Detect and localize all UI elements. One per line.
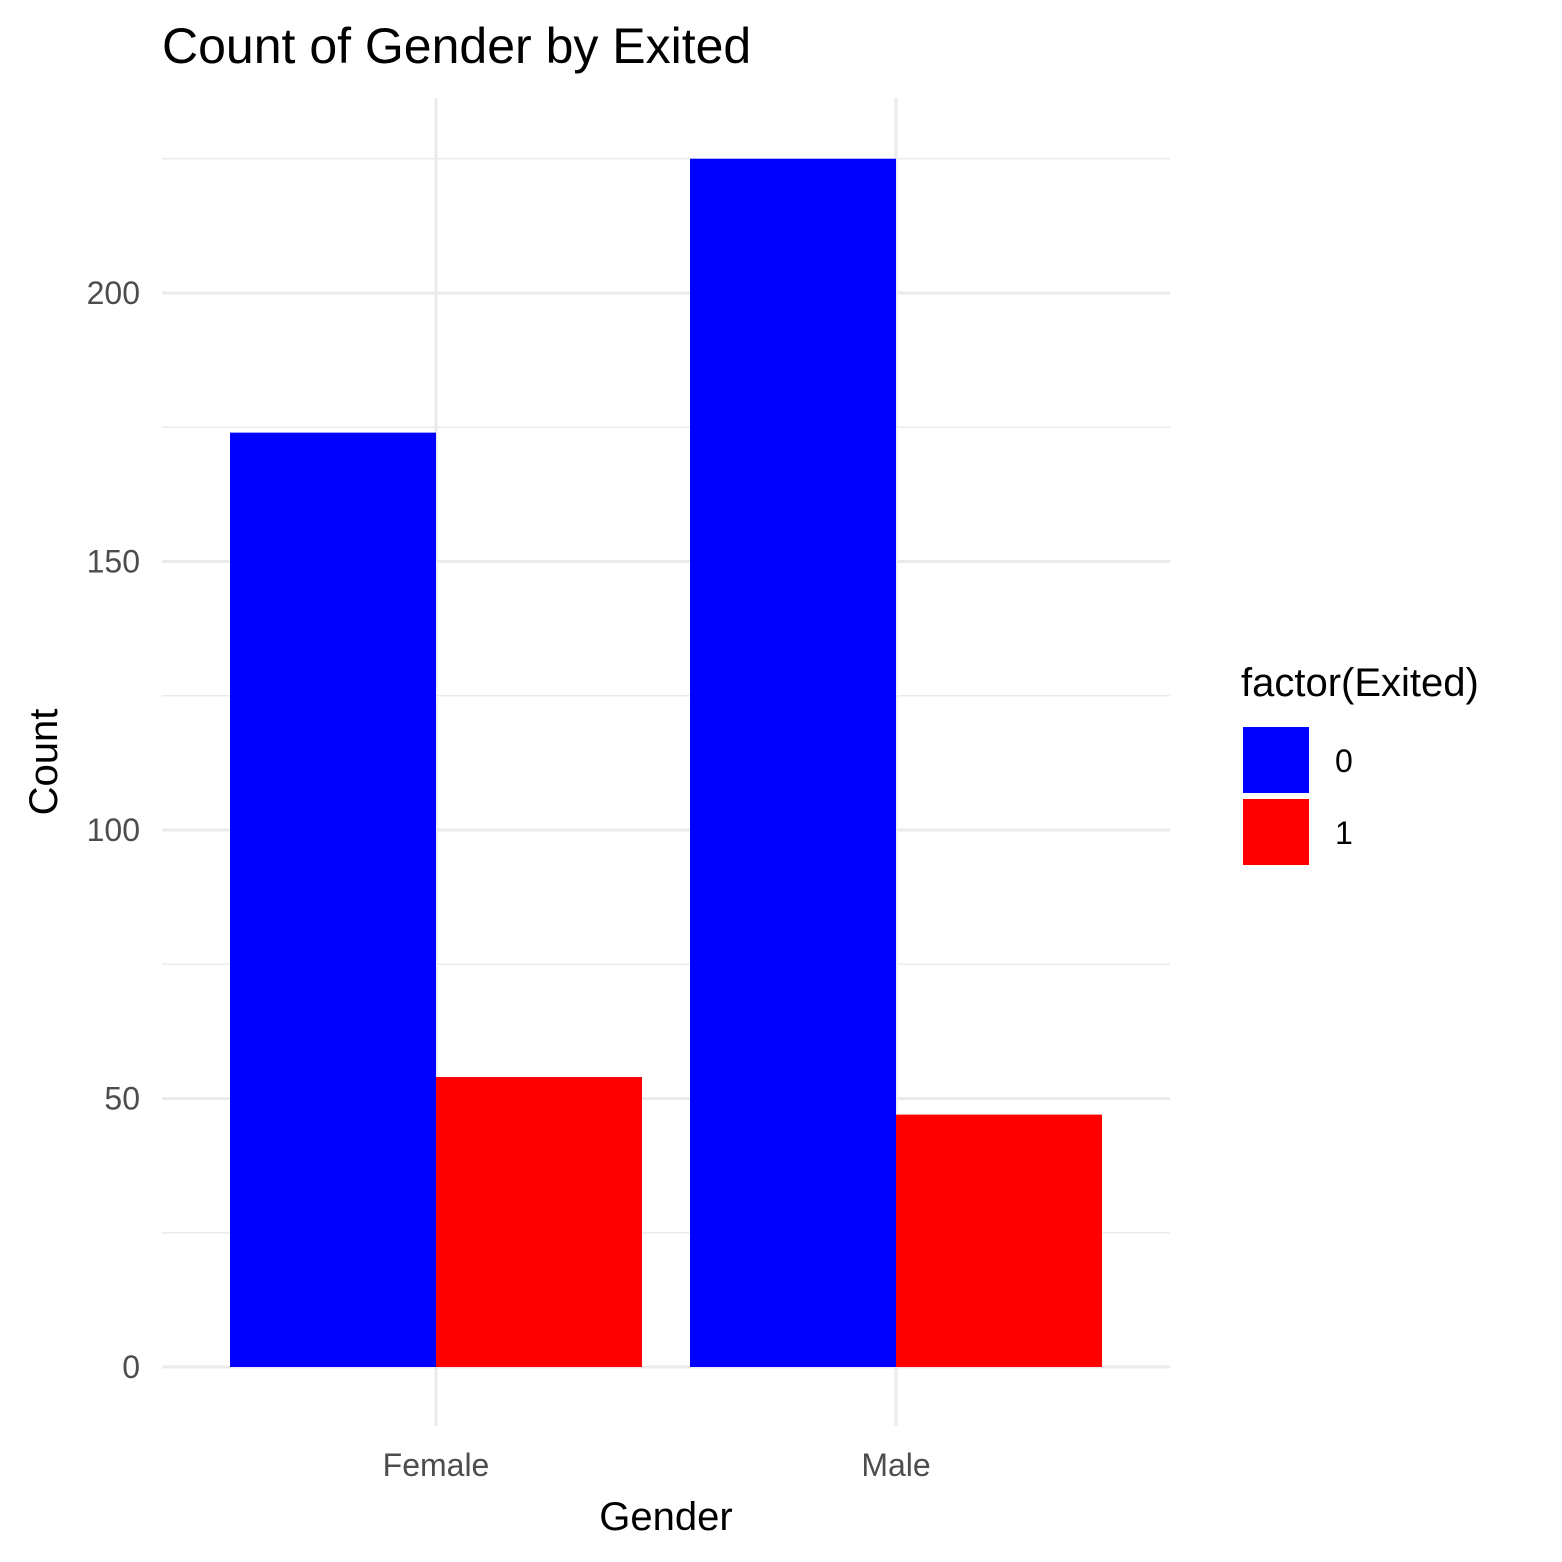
bar-male-exited-0 bbox=[690, 158, 896, 1367]
legend-title: factor(Exited) bbox=[1241, 661, 1479, 705]
legend-label: 0 bbox=[1335, 743, 1353, 779]
bars bbox=[230, 158, 1102, 1367]
x-tick-labels: Female Male bbox=[383, 1447, 931, 1483]
legend-key-1 bbox=[1243, 799, 1309, 865]
legend: factor(Exited) 0 1 bbox=[1241, 661, 1479, 865]
legend-key-0 bbox=[1243, 727, 1309, 793]
y-tick-label: 200 bbox=[87, 275, 140, 311]
y-tick-label: 50 bbox=[104, 1081, 140, 1117]
legend-label: 1 bbox=[1335, 815, 1353, 851]
x-axis-title: Gender bbox=[599, 1495, 732, 1539]
bar-female-exited-1 bbox=[436, 1077, 642, 1367]
bar-female-exited-0 bbox=[230, 432, 436, 1367]
bar-male-exited-1 bbox=[896, 1114, 1102, 1367]
y-tick-labels: 0 50 100 150 200 bbox=[87, 275, 140, 1385]
chart-title: Count of Gender by Exited bbox=[162, 18, 751, 74]
y-tick-label: 0 bbox=[122, 1349, 140, 1385]
y-tick-label: 100 bbox=[87, 812, 140, 848]
x-tick-label: Male bbox=[861, 1447, 930, 1483]
x-tick-label: Female bbox=[383, 1447, 490, 1483]
y-tick-label: 150 bbox=[87, 544, 140, 580]
y-axis-title: Count bbox=[22, 709, 66, 816]
